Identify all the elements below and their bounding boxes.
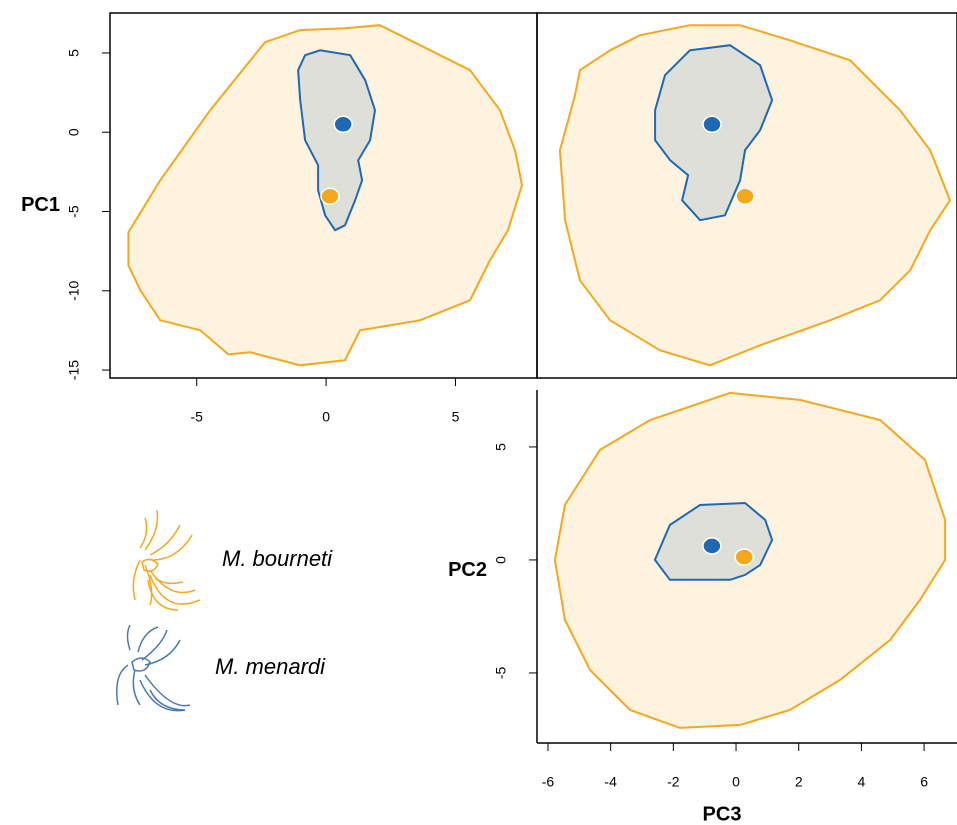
y-tick-label: 0 [493,556,509,564]
y-tick-label: 5 [493,443,509,451]
centroid [702,537,722,555]
y-tick-label: 0 [66,128,82,136]
legend-label: M. menardi [215,654,326,679]
x-tick-label: -6 [542,774,555,790]
y-tick-label: -5 [66,205,82,218]
x-tick-label: -5 [190,409,203,425]
y-axis-title: PC1 [21,194,60,216]
x-tick-label: 0 [732,774,740,790]
legend-icons [116,509,201,712]
centroid [735,187,755,206]
x-axis-title: PC3 [703,803,742,825]
panel [536,12,957,379]
centroid [333,115,353,134]
centroid [702,115,722,134]
centroid [320,187,340,206]
spider-icon [116,624,191,712]
x-tick-label: 4 [858,774,866,790]
spider-icon [132,509,201,611]
x-tick-label: -2 [667,774,680,790]
x-tick-label: 6 [920,774,928,790]
x-tick-label: -4 [604,774,617,790]
y-tick-label: -5 [493,667,509,680]
y-tick-label: -15 [66,360,82,380]
hull [558,24,952,367]
panel: -6 -4 -2 0 2 4 6 5 0 -5 PC2 PC3 [448,390,957,825]
y-tick-label: 5 [66,49,82,57]
x-tick-label: 5 [452,409,460,425]
plot-frame [536,12,957,379]
x-tick-label: 2 [795,774,803,790]
legend-label: M. bourneti [222,546,333,571]
x-tick-label: 0 [322,409,330,425]
centroid [734,548,754,566]
hull [297,49,377,232]
y-axis-title: PC2 [448,559,487,581]
y-tick-label: -10 [66,280,82,300]
panel: -5 0 5 5 0 -5 -10 -15 PC1 [21,12,538,425]
